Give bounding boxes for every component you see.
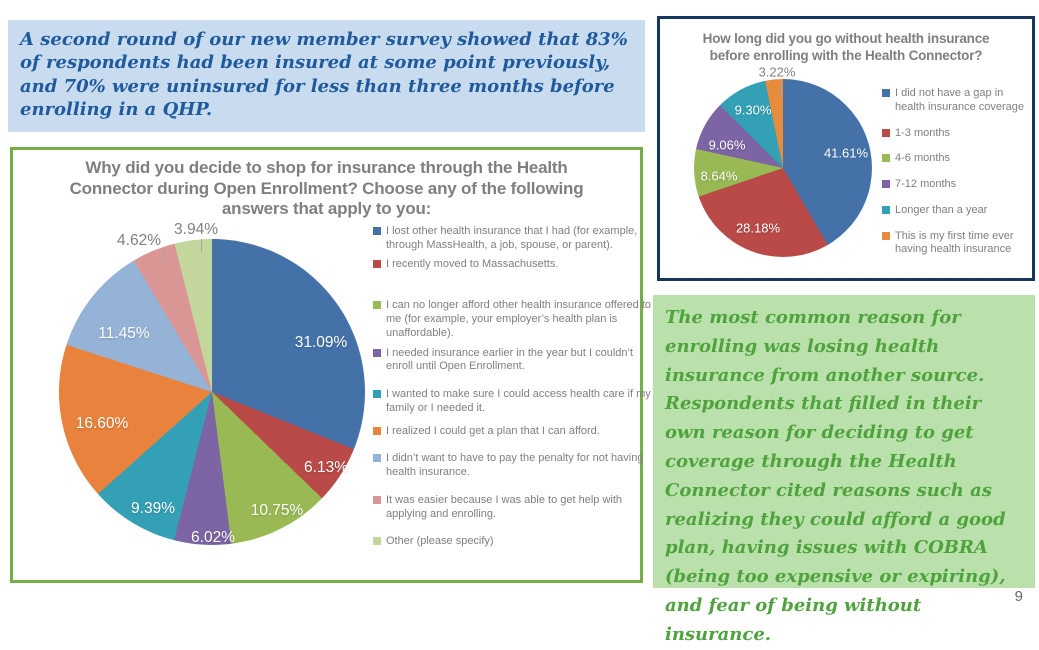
pie-slice-label: 11.45% — [98, 325, 150, 342]
callout-top: A second round of our new member survey … — [8, 20, 645, 132]
legend-swatch-icon — [882, 180, 890, 188]
legend-item: I lost other health insurance that I had… — [373, 225, 651, 253]
legend-label: Other (please specify) — [386, 535, 494, 548]
callout-top-text: A second round of our new member survey … — [20, 29, 628, 121]
legend-item: 4-6 months — [882, 152, 1034, 166]
legend-item: I needed insurance earlier in the year b… — [373, 347, 651, 375]
legend-swatch-icon — [373, 227, 381, 235]
legend-swatch-icon — [373, 259, 381, 268]
legend-swatch-icon — [373, 390, 381, 398]
legend-item: I didn’t want to have to pay the penalty… — [373, 452, 651, 480]
reasons-chart-title: Why did you decide to shop for insurance… — [69, 158, 584, 219]
legend-item: 7-12 months — [882, 178, 1034, 192]
pie-slice-label: 41.61% — [823, 145, 869, 161]
legend-label: 1-3 months — [895, 126, 951, 139]
pie-slice-label: 31.09% — [294, 334, 348, 351]
legend-label: I needed insurance earlier in the year b… — [386, 346, 634, 373]
pie-slice-label: 9.30% — [734, 102, 772, 118]
legend-label: I recently moved to Massachusetts. — [386, 257, 559, 270]
legend-label: I can no longer afford other health insu… — [386, 299, 651, 339]
legend-swatch-icon — [882, 154, 890, 163]
legend-item: I wanted to make sure I could access hea… — [373, 388, 651, 416]
reasons-chart-box: Why did you decide to shop for insurance… — [10, 147, 651, 583]
legend-item: Longer than a year — [882, 204, 1034, 218]
reasons-pie — [59, 239, 365, 545]
callout-bottom: The most common reason for enrolling was… — [653, 295, 1035, 645]
callout-bottom-text: The most common reason for enrolling was… — [665, 307, 1006, 645]
legend-swatch-icon — [373, 537, 381, 546]
gap-chart-legend: I did not have a gap in health insurance… — [882, 87, 1034, 269]
pie-slice-label: 28.18% — [735, 220, 781, 236]
label-leader-line — [163, 249, 164, 262]
pie-slice-label: 8.64% — [700, 168, 738, 184]
legend-swatch-icon — [882, 89, 890, 97]
pie-slice-label: 9.39% — [131, 500, 175, 517]
legend-item: I did not have a gap in health insurance… — [882, 87, 1034, 115]
legend-item: I can no longer afford other health insu… — [373, 299, 651, 340]
pie-slice-label: 6.02% — [191, 529, 235, 546]
legend-swatch-icon — [373, 495, 381, 504]
legend-item: This is my first time ever having health… — [882, 230, 1034, 258]
legend-swatch-icon — [373, 426, 381, 435]
label-leader-line — [781, 81, 782, 97]
legend-label: Longer than a year — [895, 203, 988, 216]
gap-pie-plot: 41.61% 28.18% 8.64% 9.06% 9.30% 3.22% — [660, 19, 1032, 278]
legend-label: I did not have a gap in health insurance… — [895, 87, 1025, 113]
legend-item: It was easier because I was able to get … — [373, 494, 651, 522]
label-leader-line — [201, 239, 202, 252]
pie-slice-label: 16.60% — [75, 415, 129, 432]
legend-label: I realized I could get a plan that I can… — [386, 424, 600, 437]
legend-label: 7-12 months — [895, 178, 957, 190]
pie-slice-label: 6.13% — [304, 459, 348, 476]
legend-swatch-icon — [373, 454, 381, 463]
page-number: 9 — [1014, 588, 1023, 605]
gap-pie — [694, 79, 872, 257]
legend-label: I wanted to make sure I could access hea… — [386, 388, 651, 414]
legend-item: I realized I could get a plan that I can… — [373, 425, 651, 439]
slide: A second round of our new member survey … — [8, 16, 1035, 645]
legend-label: I lost other health insurance that I had… — [386, 225, 638, 251]
legend-label: It was easier because I was able to get … — [386, 493, 623, 520]
pie-slice-label: 3.94% — [174, 221, 218, 238]
legend-item: Other (please specify) — [373, 535, 651, 549]
legend-swatch-icon — [882, 128, 890, 137]
legend-swatch-icon — [882, 231, 890, 240]
legend-item: 1-3 months — [882, 127, 1034, 141]
legend-label: 4-6 months — [895, 152, 951, 165]
reasons-chart-legend: I lost other health insurance that I had… — [373, 225, 651, 563]
gap-chart-box: How long did you go without health insur… — [657, 16, 1035, 281]
legend-swatch-icon — [882, 205, 890, 214]
gap-chart-title: How long did you go without health insur… — [702, 31, 990, 63]
legend-swatch-icon — [373, 348, 381, 357]
legend-label: This is my first time ever having health… — [895, 229, 1014, 256]
legend-item: I recently moved to Massachusetts. — [373, 258, 651, 272]
reasons-pie-plot: 31.09% 6.13% 10.75% 6.02% 9.39% 16.60% 11.45% 4… — [13, 150, 640, 580]
pie-slice-label: 10.75% — [250, 502, 304, 519]
pie-slice-label: 3.22% — [758, 64, 796, 80]
legend-label: I didn’t want to have to pay the penalty… — [386, 452, 644, 478]
pie-slice-label: 9.06% — [708, 137, 746, 153]
legend-swatch-icon — [373, 301, 381, 310]
pie-slice-label: 4.62% — [117, 232, 161, 249]
